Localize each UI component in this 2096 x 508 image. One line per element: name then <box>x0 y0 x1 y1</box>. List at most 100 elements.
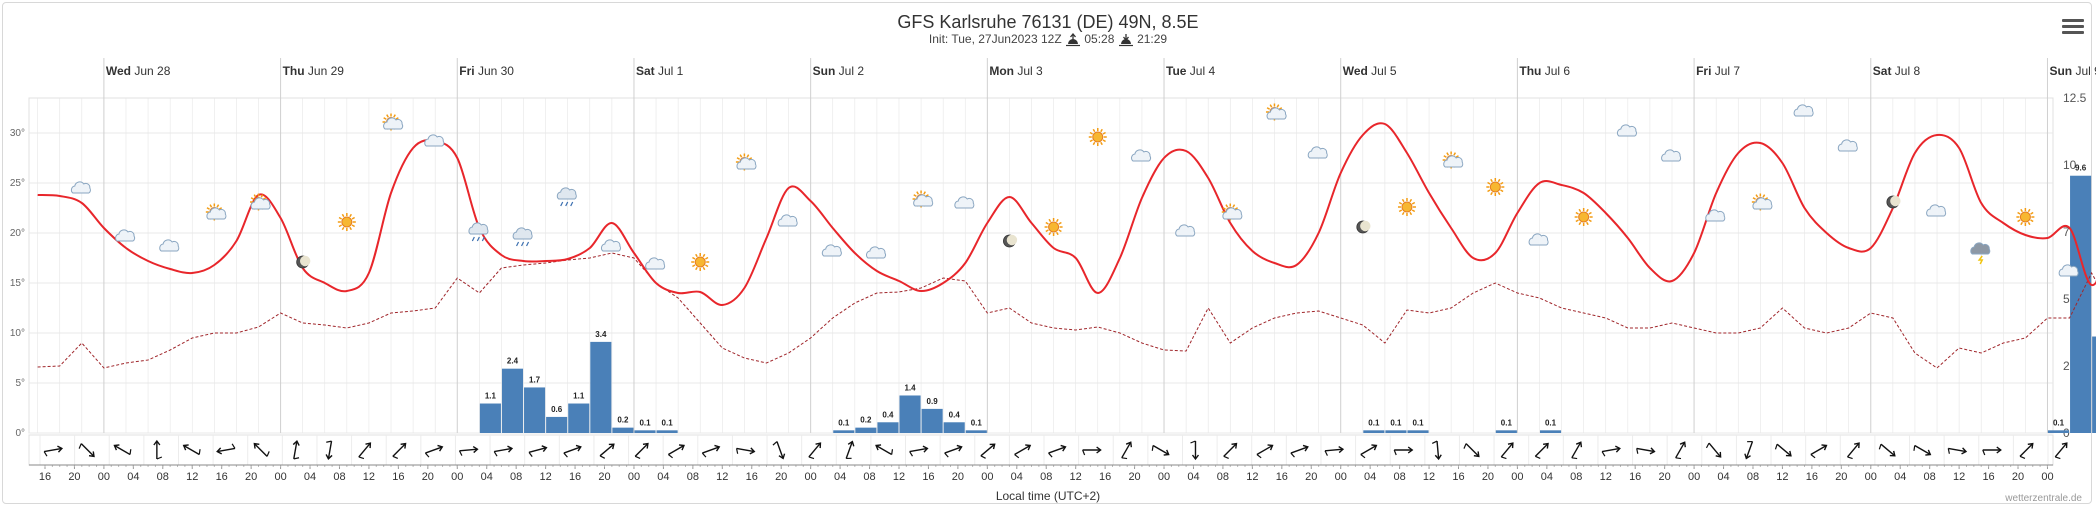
wind-arrow <box>253 442 270 457</box>
hour-tick-label: 04 <box>127 471 139 483</box>
hour-tick-label: 04 <box>1717 471 1729 483</box>
day-label: Wed Jun 28 <box>106 64 171 78</box>
partly-sunny-icon <box>1221 203 1243 221</box>
precip-bar <box>590 341 612 433</box>
x-axis-label: Local time (UTC+2) <box>996 489 1100 503</box>
dewpoint-line <box>37 252 2096 369</box>
day-label: Sun Jul 2 <box>813 64 865 78</box>
wind-arrow <box>358 442 372 460</box>
chart-menu-button[interactable] <box>2062 16 2084 36</box>
hour-tick-label: 16 <box>1982 471 1994 483</box>
wind-arrow <box>845 440 855 460</box>
y-left-tick: 0° <box>15 428 25 439</box>
cloudy-icon <box>2058 264 2079 277</box>
partly-sunny-icon <box>205 203 227 221</box>
hour-tick-label: 12 <box>186 471 198 483</box>
chart-subtitle: Init: Tue, 27Jun2023 12Z 05:28 21:29 <box>0 32 2096 47</box>
hour-tick-label: 00 <box>2041 471 2053 483</box>
cloudy-icon <box>1661 149 1682 162</box>
wind-arrow <box>216 443 236 455</box>
wind-arrow <box>1360 444 1378 459</box>
cloudy-icon <box>70 181 91 194</box>
hour-tick-label: 08 <box>1393 471 1405 483</box>
precip-label: 0.1 <box>1368 418 1380 427</box>
partly-sunny-icon <box>1442 151 1464 169</box>
partly-sunny-icon <box>1265 103 1287 121</box>
rain-icon <box>468 222 489 242</box>
wind-arrow <box>701 444 721 458</box>
precip-bar <box>1407 430 1429 433</box>
precip-label: 0.1 <box>662 418 674 427</box>
wind-arrow <box>1324 445 1345 456</box>
precip-bar <box>2092 336 2096 433</box>
wind-arrow <box>1151 444 1170 456</box>
wind-arrow <box>1878 443 1896 457</box>
hour-tick-label: 00 <box>1688 471 1700 483</box>
partly-sunny-icon <box>735 153 757 171</box>
wind-arrow <box>1256 444 1274 459</box>
wind-arrow <box>668 444 685 459</box>
sunny-icon <box>1397 198 1416 216</box>
cloudy-icon <box>821 244 842 257</box>
precip-label: 1.4 <box>904 383 916 392</box>
wind-arrow <box>944 444 963 458</box>
cloudy-icon <box>777 214 798 227</box>
wind-arrow <box>458 445 479 456</box>
sunset-time: 21:29 <box>1137 32 1168 46</box>
hour-tick-label: 12 <box>363 471 375 483</box>
hour-tick-label: 12 <box>1600 471 1612 483</box>
hour-tick-label: 00 <box>1511 471 1523 483</box>
night-icon <box>1886 195 1901 209</box>
wind-arrow <box>1705 442 1722 458</box>
wind-arrow <box>292 439 300 460</box>
hour-tick-label: 12 <box>1246 471 1258 483</box>
hour-tick-label: 04 <box>1894 471 1906 483</box>
sunny-icon <box>1044 218 1063 236</box>
hour-tick-label: 08 <box>1040 471 1052 483</box>
partly-sunny-icon <box>1751 193 1773 211</box>
precip-label: 0.1 <box>971 418 983 427</box>
wind-arrow <box>563 444 582 458</box>
y-left-tick: 5° <box>15 378 25 389</box>
hour-tick-label: 08 <box>1217 471 1229 483</box>
precip-label: 0.1 <box>1545 418 1557 427</box>
wind-arrow <box>493 445 514 457</box>
wind-arrow <box>153 439 163 460</box>
sunny-icon <box>2016 208 2035 226</box>
wind-arrow <box>1048 444 1067 458</box>
day-label: Fri Jul 7 <box>1696 64 1740 78</box>
wind-arrow <box>2054 442 2068 460</box>
precip-bar <box>1363 430 1385 433</box>
cloudy-icon <box>1175 224 1196 237</box>
cloudy-icon <box>1131 149 1152 162</box>
hour-tick-label: 04 <box>1187 471 1199 483</box>
hour-tick-label: 00 <box>1335 471 1347 483</box>
partly-sunny-icon <box>912 190 934 208</box>
hour-tick-label: 16 <box>1629 471 1641 483</box>
precip-label: 0.1 <box>1412 418 1424 427</box>
y-left-tick: 30° <box>10 128 25 139</box>
precip-label: 0.6 <box>551 405 563 414</box>
day-label: Tue Jul 4 <box>1166 64 1215 78</box>
y-left-tick: 25° <box>10 178 25 189</box>
wind-arrow <box>182 444 201 456</box>
credits-link[interactable]: wetterzentrale.de <box>2005 493 2082 504</box>
cloudy-icon <box>424 134 445 147</box>
wind-arrow <box>1500 442 1514 460</box>
menu-icon <box>2062 19 2084 22</box>
sunny-icon <box>1486 178 1505 196</box>
wind-arrow <box>1947 447 1968 455</box>
precip-bar <box>855 427 877 433</box>
partly-sunny-icon <box>249 193 271 211</box>
wind-arrow <box>980 443 996 459</box>
rain-icon <box>556 187 577 207</box>
hour-tick-label: 04 <box>481 471 493 483</box>
hour-tick-label: 04 <box>1541 471 1553 483</box>
wind-arrow <box>392 442 407 460</box>
night-icon <box>1003 234 1018 248</box>
temp-grid <box>29 132 2053 434</box>
precip-bar <box>568 403 590 433</box>
hour-tick-label: 08 <box>1924 471 1936 483</box>
wind-arrow <box>1190 440 1200 461</box>
